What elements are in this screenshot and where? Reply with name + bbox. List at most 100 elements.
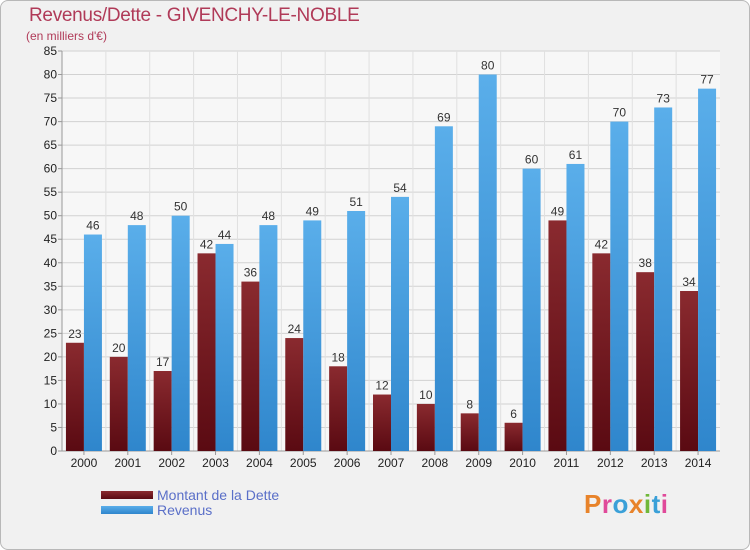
y-tick-label: 15 xyxy=(44,373,58,387)
x-tick-label: 2008 xyxy=(422,456,449,470)
bar-debt xyxy=(504,422,523,451)
data-label-revenue: 48 xyxy=(262,209,276,223)
x-tick-label: 2014 xyxy=(685,456,712,470)
bar-revenue xyxy=(610,121,629,452)
y-tick-label: 65 xyxy=(44,138,58,152)
bar-debt xyxy=(197,253,216,451)
data-label-revenue: 49 xyxy=(306,204,320,218)
legend-item-debt: Montant de la Dette xyxy=(101,486,280,503)
data-label-revenue: 51 xyxy=(349,195,363,209)
bar-revenue xyxy=(478,74,497,451)
y-tick-label: 70 xyxy=(44,115,58,129)
bar-debt xyxy=(241,281,260,451)
data-label-revenue: 77 xyxy=(700,73,714,87)
legend: Montant de la Dette Revenus xyxy=(101,486,280,518)
y-tick-label: 55 xyxy=(44,185,58,199)
data-label-debt: 12 xyxy=(375,379,389,393)
y-tick-label: 40 xyxy=(44,256,58,270)
bar-revenue xyxy=(171,215,190,451)
logo-letter: x xyxy=(628,489,644,519)
data-label-revenue: 73 xyxy=(657,91,671,105)
data-label-revenue: 61 xyxy=(569,148,583,162)
x-tick-label: 2005 xyxy=(290,456,317,470)
data-label-debt: 49 xyxy=(551,204,565,218)
y-tick-label: 45 xyxy=(44,232,58,246)
chart-subtitle: (en milliers d'€) xyxy=(26,29,107,43)
logo-letter: o xyxy=(612,489,629,519)
y-tick-label: 80 xyxy=(44,68,58,82)
y-tick-label: 50 xyxy=(44,209,58,223)
data-label-debt: 24 xyxy=(288,322,302,336)
y-tick-label: 60 xyxy=(44,162,58,176)
data-label-revenue: 46 xyxy=(86,219,100,233)
bar-revenue xyxy=(522,168,541,451)
bar-revenue xyxy=(347,211,366,451)
logo-letter: r xyxy=(601,489,613,519)
x-tick-label: 2011 xyxy=(554,456,580,470)
x-tick-label: 2009 xyxy=(465,456,492,470)
data-label-revenue: 44 xyxy=(218,228,232,242)
bar-revenue xyxy=(127,225,146,451)
y-tick-label: 30 xyxy=(44,303,58,317)
chart-title: Revenus/Dette - GIVENCHY-LE-NOBLE xyxy=(29,5,360,26)
y-tick-label: 20 xyxy=(44,350,58,364)
legend-swatch-debt xyxy=(101,490,153,499)
bar-revenue xyxy=(434,126,453,451)
bar-debt xyxy=(65,342,84,451)
data-label-revenue: 50 xyxy=(174,200,188,214)
bar-debt xyxy=(329,366,348,451)
bar-revenue xyxy=(698,88,717,451)
x-tick-label: 2013 xyxy=(641,456,668,470)
bar-debt xyxy=(548,220,567,451)
logo-letter: i xyxy=(643,489,652,519)
x-tick-label: 2007 xyxy=(378,456,405,470)
data-label-debt: 42 xyxy=(595,237,609,251)
data-label-debt: 36 xyxy=(244,266,258,280)
data-label-revenue: 48 xyxy=(130,209,144,223)
bar-debt xyxy=(680,291,699,451)
x-tick-label: 2001 xyxy=(114,456,141,470)
data-label-debt: 20 xyxy=(112,341,126,355)
data-label-revenue: 69 xyxy=(437,110,451,124)
bar-debt xyxy=(285,338,304,451)
y-tick-label: 85 xyxy=(44,44,58,58)
proxiti-logo: Proxiti xyxy=(584,489,668,520)
bar-debt xyxy=(460,413,479,451)
legend-label-debt: Montant de la Dette xyxy=(157,486,280,503)
data-label-debt: 17 xyxy=(156,355,170,369)
x-tick-label: 2004 xyxy=(246,456,273,470)
bar-revenue xyxy=(83,234,102,451)
legend-label-revenue: Revenus xyxy=(157,501,213,518)
bar-debt xyxy=(592,253,611,451)
data-label-debt: 23 xyxy=(68,327,82,341)
bar-debt xyxy=(109,356,128,451)
bar-debt xyxy=(416,403,435,451)
bar-revenue xyxy=(566,163,585,452)
x-tick-label: 2003 xyxy=(202,456,229,470)
data-label-debt: 10 xyxy=(419,388,433,402)
y-tick-label: 35 xyxy=(44,279,58,293)
legend-swatch-revenue xyxy=(101,505,153,514)
logo-letter: t xyxy=(651,489,661,519)
y-tick-label: 10 xyxy=(44,397,58,411)
y-tick-label: 5 xyxy=(50,420,57,434)
logo-letter: P xyxy=(584,489,602,519)
y-tick-label: 75 xyxy=(44,91,58,105)
data-label-revenue: 54 xyxy=(393,181,407,195)
data-label-debt: 42 xyxy=(200,237,214,251)
legend-item-revenue: Revenus xyxy=(101,501,279,518)
data-label-debt: 8 xyxy=(466,397,473,411)
bar-revenue xyxy=(215,243,234,451)
data-label-debt: 6 xyxy=(510,407,517,421)
bar-debt xyxy=(153,371,172,451)
bar-revenue xyxy=(259,225,278,451)
bar-revenue xyxy=(303,220,322,451)
x-tick-label: 2002 xyxy=(158,456,185,470)
x-tick-label: 2006 xyxy=(334,456,361,470)
data-label-revenue: 80 xyxy=(481,59,495,73)
x-tick-label: 2000 xyxy=(71,456,98,470)
bar-revenue xyxy=(654,107,673,452)
y-tick-label: 0 xyxy=(50,444,57,458)
data-label-debt: 34 xyxy=(682,275,696,289)
